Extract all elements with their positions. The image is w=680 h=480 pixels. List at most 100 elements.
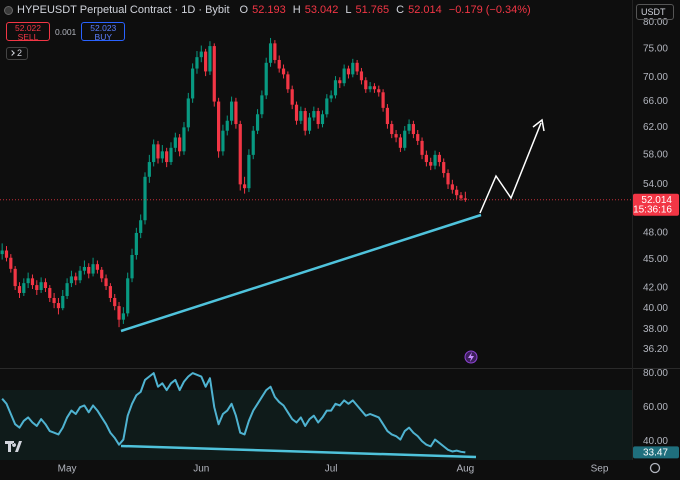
candle-body xyxy=(416,134,420,141)
candle-body xyxy=(104,278,108,287)
candle-body xyxy=(152,144,156,163)
x-tick-label: Jun xyxy=(193,464,209,475)
x-tick-label: May xyxy=(58,464,77,475)
candle-body xyxy=(56,303,61,309)
candle-body xyxy=(208,46,212,72)
candle-body xyxy=(255,114,260,131)
high-value: 53.042 xyxy=(304,4,339,16)
sell-price: 52.022 xyxy=(15,23,41,33)
candle-body xyxy=(424,154,428,163)
candle-body xyxy=(169,147,173,163)
candle-body xyxy=(325,98,329,115)
candle-body xyxy=(173,137,177,148)
candle-body xyxy=(455,189,459,196)
candle-body xyxy=(429,162,433,166)
candle-body xyxy=(87,266,91,274)
rsi-band xyxy=(0,390,632,460)
candle-body xyxy=(307,117,312,131)
candle-body xyxy=(264,62,268,96)
candle-body xyxy=(82,266,87,271)
buy-button[interactable]: 52.023 BUY xyxy=(81,22,126,42)
candle-body xyxy=(212,46,216,102)
candle-body xyxy=(121,313,125,320)
y-tick-label: 80.00 xyxy=(643,368,668,379)
candle-body xyxy=(65,283,69,296)
y-tick-label: 45.00 xyxy=(643,254,668,265)
candle-body xyxy=(26,278,30,284)
y-tick-label: 54.00 xyxy=(643,179,668,190)
candle-body xyxy=(61,295,65,309)
candle-body xyxy=(446,173,450,185)
sell-button[interactable]: 52.022 SELL xyxy=(6,22,50,42)
low-label: L xyxy=(345,4,352,16)
candle-body xyxy=(281,68,286,75)
high-label: H xyxy=(292,4,301,16)
candle-body xyxy=(329,95,333,99)
x-tick-label: Jul xyxy=(325,464,338,475)
candle-body xyxy=(372,86,377,90)
buy-price: 52.023 xyxy=(90,23,117,33)
indicator-toggle[interactable]: 2 xyxy=(6,47,28,60)
candle-body xyxy=(338,80,342,84)
candle-body xyxy=(377,89,381,93)
candle-body xyxy=(204,51,208,72)
candle-body xyxy=(273,43,277,60)
y-tick-label: 42.00 xyxy=(643,283,668,294)
candle-body xyxy=(39,282,43,291)
candle-body xyxy=(134,232,138,256)
candle-body xyxy=(459,195,463,199)
candle-body xyxy=(229,101,234,121)
candle-body xyxy=(359,71,364,81)
candle-body xyxy=(286,74,290,90)
rsi-trend-line xyxy=(120,444,477,459)
candle-body xyxy=(450,184,454,190)
projection-path xyxy=(479,122,542,214)
last-value-label: 33.47 xyxy=(643,448,668,459)
candle-body xyxy=(234,101,238,125)
data-layer xyxy=(0,37,632,454)
candle-body xyxy=(368,86,372,90)
candle-body xyxy=(126,278,130,314)
x-tick-label: Aug xyxy=(456,464,474,475)
candle-body xyxy=(147,162,151,177)
settings-icon[interactable] xyxy=(649,462,661,474)
candle-body xyxy=(238,124,242,185)
tv-logo[interactable] xyxy=(5,441,22,452)
candle-body xyxy=(385,107,390,125)
candle-body xyxy=(113,297,117,307)
candle-body xyxy=(4,250,9,258)
candle-body xyxy=(48,288,52,298)
y-tick-label: 60.00 xyxy=(643,402,668,413)
candle-body xyxy=(407,124,411,131)
candle-body xyxy=(320,114,325,125)
candle-body xyxy=(22,283,26,293)
candle-body xyxy=(290,89,294,105)
y-tick-label: 70.00 xyxy=(643,72,668,83)
candle-body xyxy=(30,278,35,286)
y-tick-label: 66.00 xyxy=(643,96,668,107)
y-tick-label: 75.00 xyxy=(643,43,668,54)
candle-body xyxy=(95,264,99,270)
candle-body xyxy=(195,57,199,69)
candle-body xyxy=(420,140,424,155)
candle-body xyxy=(342,68,346,84)
currency-selector[interactable]: USDT xyxy=(636,4,674,20)
y-tick-label: 80.00 xyxy=(643,17,668,28)
candle-body xyxy=(333,80,338,96)
candle-body xyxy=(217,101,221,152)
trade-panel: 52.022 SELL 0.001 52.023 BUY xyxy=(6,22,126,42)
candle-body xyxy=(390,124,394,135)
last-value-box xyxy=(633,446,679,459)
candle-body xyxy=(178,137,182,152)
candle-body xyxy=(199,51,203,58)
candle-body xyxy=(251,130,255,155)
symbol-icon xyxy=(4,5,13,15)
candle-body xyxy=(268,43,273,63)
candle-body xyxy=(437,154,441,163)
candle-body xyxy=(186,98,190,128)
low-value: 51.765 xyxy=(355,4,390,16)
open-value: 52.193 xyxy=(252,4,286,16)
alert-bolt xyxy=(468,352,474,362)
candle-body xyxy=(117,306,121,320)
